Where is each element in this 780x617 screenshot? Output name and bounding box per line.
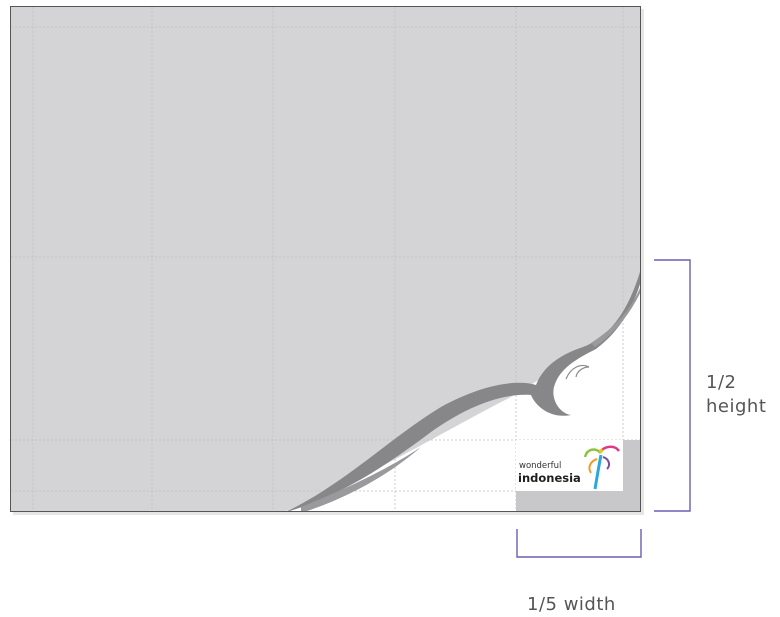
swoosh-strand-upper <box>591 287 640 347</box>
poster-artboard: wonderful indonesia <box>10 6 641 512</box>
swoosh-strand-lower <box>301 447 421 511</box>
half-height-label-fraction: 1/2 <box>706 372 737 393</box>
logo-wordmark-line2: indonesia <box>518 471 581 485</box>
fifth-width-bracket <box>516 529 642 558</box>
layout-drawing <box>11 7 640 511</box>
logo-zone-block-bottom <box>516 491 640 511</box>
swoosh-curl <box>565 364 590 380</box>
logo-wordmark-line1: wonderful <box>519 461 562 471</box>
logo-mark-icon <box>583 445 621 490</box>
half-height-label-word: height <box>706 396 767 417</box>
half-height-label: 1/2 height <box>706 371 766 419</box>
fifth-width-label: 1/5 width <box>527 594 616 615</box>
half-height-bracket <box>654 259 691 512</box>
